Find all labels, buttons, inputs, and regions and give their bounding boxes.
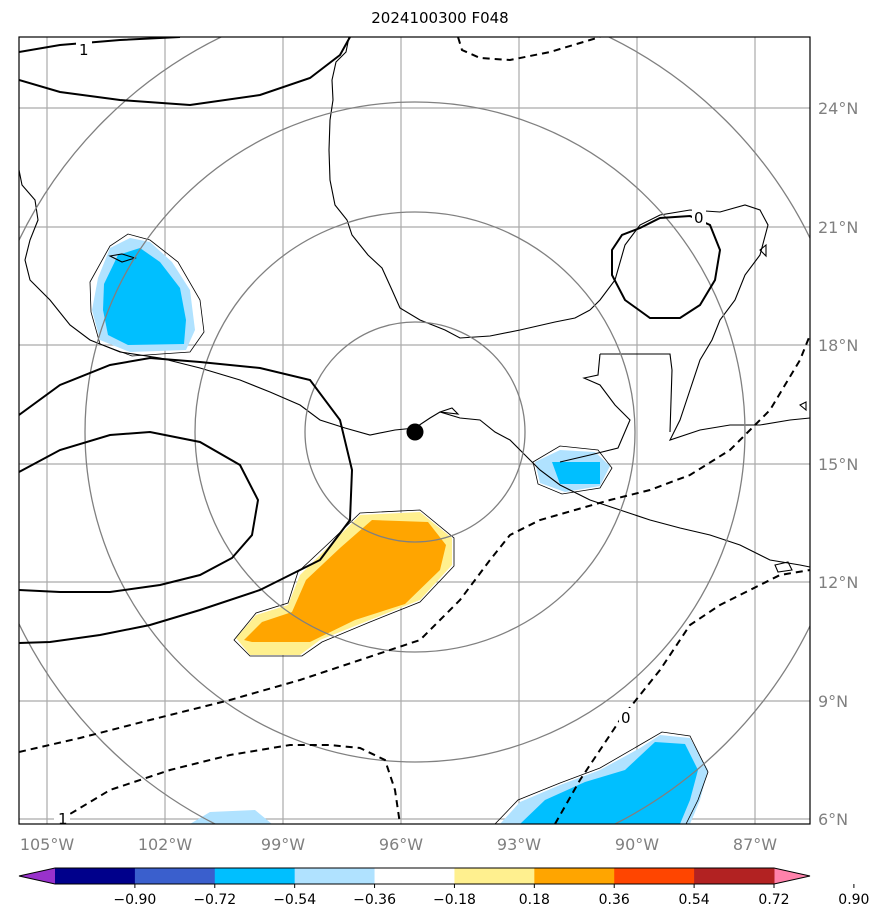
contour-label-1-top: 1 <box>79 41 89 59</box>
colorbar-tick-label: 0.72 <box>758 892 789 908</box>
colorbar-extend-low <box>19 868 55 884</box>
lon-label: 93°W <box>497 835 541 854</box>
lat-label: 18°N <box>818 336 858 355</box>
lat-label: 9°N <box>818 692 848 711</box>
colorbar-swatch <box>694 868 775 884</box>
lat-label: 6°N <box>818 810 848 829</box>
colorbar-swatch <box>214 868 296 884</box>
colorbar-tick-label: −0.90 <box>113 892 156 908</box>
graticule <box>19 37 810 824</box>
colorbar-tick-label: −0.72 <box>193 892 236 908</box>
latitude-axis: 24°N 21°N 18°N 15°N 12°N 9°N 6°N <box>818 99 858 829</box>
colorbar-swatch <box>55 868 136 884</box>
storm-center-marker <box>406 423 424 441</box>
colorbar-swatch <box>374 868 455 884</box>
longitude-axis: 105°W 102°W 99°W 96°W 93°W 90°W 87°W <box>20 835 777 854</box>
colorbar-swatch <box>294 868 376 884</box>
colorbar-swatch <box>454 868 535 884</box>
lat-label: 12°N <box>818 573 858 592</box>
colorbar-tick-label: −0.18 <box>433 892 476 908</box>
map-title: 2024100300 F048 <box>371 9 509 27</box>
shaded-anomalies <box>89 233 709 824</box>
lat-label: 24°N <box>818 99 858 118</box>
lon-label: 102°W <box>138 835 193 854</box>
colorbar-tick-label: 0.90 <box>838 892 869 908</box>
contours <box>19 37 810 824</box>
contour-label-0-east: 0 <box>694 209 704 227</box>
colorbar-extend-high <box>774 868 810 884</box>
colorbar-swatch <box>614 868 695 884</box>
lon-label: 90°W <box>615 835 659 854</box>
contour-label-1-bottom: 1 <box>58 810 68 828</box>
coastlines <box>19 37 810 573</box>
range-rings <box>19 37 810 824</box>
colorbar-tick-label: 0.54 <box>679 892 710 908</box>
colorbar: −0.90 −0.72 −0.54 −0.36 −0.18 0.18 0.36 0.54 0.7… <box>18 867 869 908</box>
colorbar-tick-label: −0.36 <box>353 892 396 908</box>
lon-label: 96°W <box>379 835 423 854</box>
colorbar-tick-label: 0.36 <box>599 892 630 908</box>
colorbar-tick-label: −0.54 <box>273 892 316 908</box>
colorbar-tick-label: 0.18 <box>519 892 550 908</box>
colorbar-swatch <box>134 868 216 884</box>
lat-label: 15°N <box>818 455 858 474</box>
lon-label: 87°W <box>733 835 777 854</box>
lon-label: 105°W <box>20 835 75 854</box>
lat-label: 21°N <box>818 218 858 237</box>
colorbar-swatch <box>534 868 615 884</box>
plot-frame <box>18 36 811 825</box>
contour-labels: 1 1 0 0 <box>54 39 706 828</box>
contour-label-0-south: 0 <box>621 709 631 727</box>
lon-label: 99°W <box>261 835 305 854</box>
